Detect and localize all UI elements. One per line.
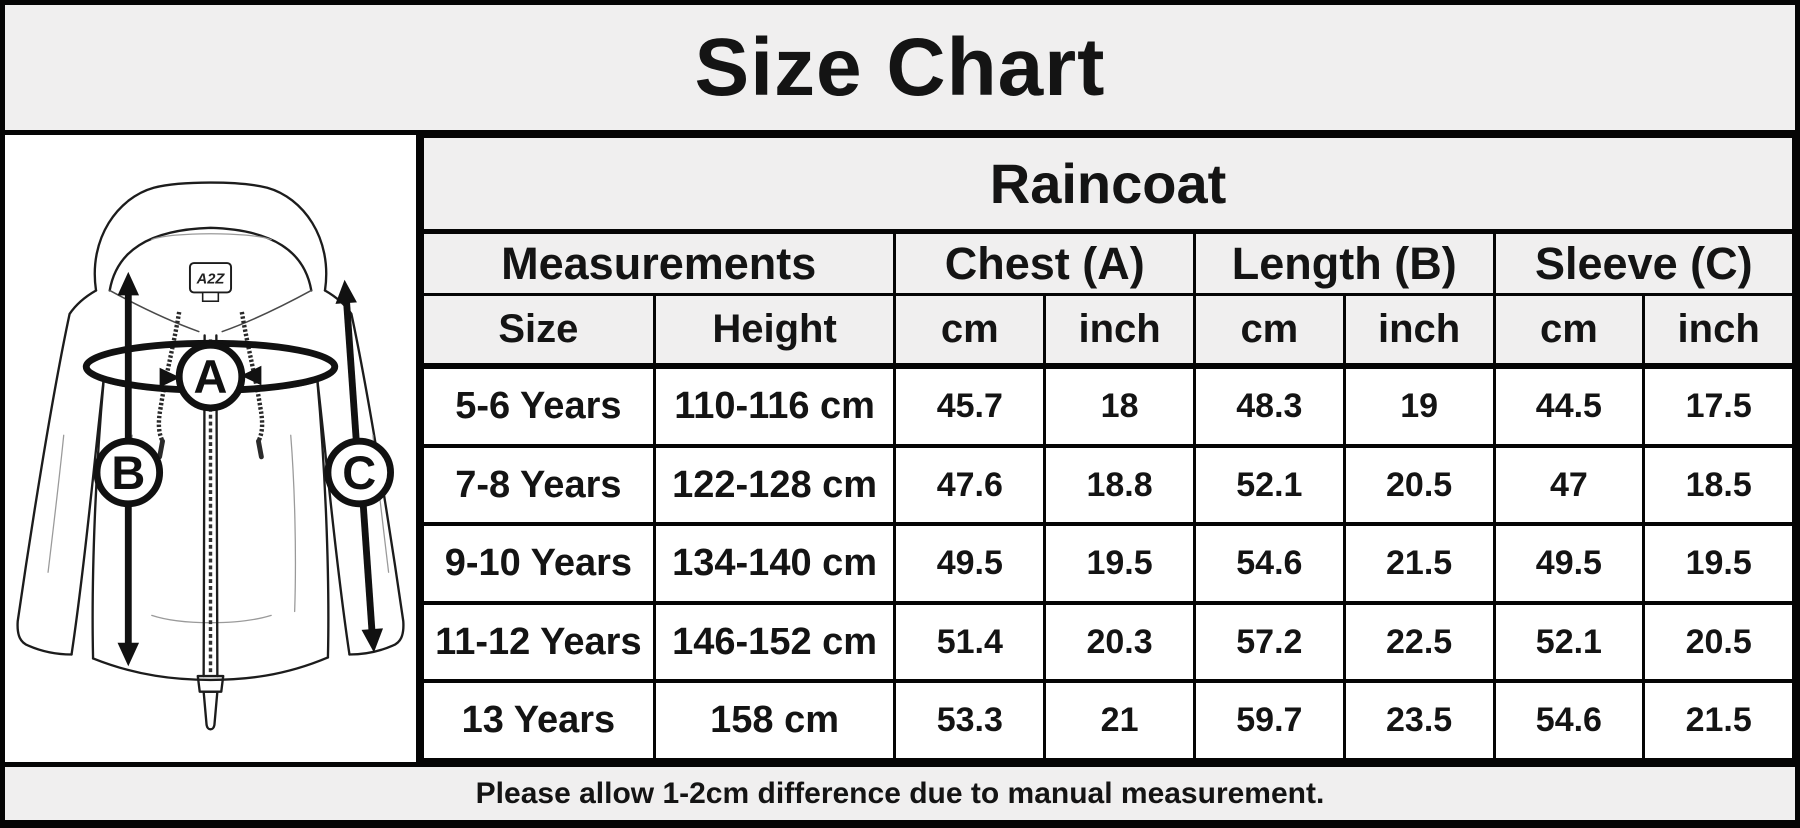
cell-height: 110-116 cm [652, 363, 897, 448]
cell-length-cm: 52.1 [1192, 443, 1346, 527]
cell-length-inch: 23.5 [1342, 679, 1496, 762]
col-header-chest-inch: inch [1043, 293, 1196, 369]
length-label: B [111, 446, 145, 499]
brand-label-text: A2Z [196, 272, 226, 288]
cell-chest-cm: 51.4 [893, 600, 1047, 684]
cell-sleeve-inch: 17.5 [1642, 363, 1795, 448]
product-title: Raincoat [420, 135, 1795, 234]
table-row: 5-6 Years 110-116 cm 45.7 18 48.3 19 44.… [421, 363, 1795, 448]
cell-chest-cm: 47.6 [893, 443, 1047, 527]
length-measure-arrow [117, 271, 140, 667]
cell-length-inch: 22.5 [1342, 600, 1496, 684]
cell-height: 146-152 cm [652, 600, 897, 684]
table-row: 13 Years 158 cm 53.3 21 59.7 23.5 54.6 2… [421, 679, 1795, 762]
cell-sleeve-inch: 19.5 [1642, 522, 1795, 605]
cell-length-cm: 54.6 [1192, 522, 1346, 605]
product-header-row: Raincoat [420, 135, 1795, 234]
col-header-size: Size [421, 293, 656, 369]
cell-length-inch: 19 [1342, 363, 1496, 448]
cell-height: 122-128 cm [652, 443, 897, 527]
sleeve-label: C [342, 446, 376, 499]
cell-sleeve-cm: 47 [1492, 443, 1646, 527]
raincoat-diagram: A2Z A [16, 181, 405, 731]
cell-chest-cm: 53.3 [893, 679, 1047, 762]
cell-length-cm: 57.2 [1192, 600, 1346, 684]
cell-size: 13 Years [421, 679, 656, 762]
cell-size: 7-8 Years [421, 443, 656, 527]
cell-size: 11-12 Years [421, 600, 656, 684]
cell-chest-inch: 19.5 [1043, 522, 1196, 605]
main-area: A2Z A [5, 135, 1795, 762]
brand-label: A2Z [188, 262, 233, 303]
cell-sleeve-inch: 18.5 [1642, 443, 1795, 527]
cell-sleeve-inch: 21.5 [1642, 679, 1795, 762]
sub-header-row: Size Height cm inch cm inch cm inch [421, 293, 1795, 369]
cell-height: 134-140 cm [652, 522, 897, 605]
drawstrings [156, 311, 265, 460]
cell-chest-inch: 21 [1043, 679, 1196, 762]
cell-length-inch: 21.5 [1342, 522, 1496, 605]
length-label-badge: B [93, 437, 164, 508]
col-header-sleeve-inch: inch [1642, 293, 1795, 369]
col-header-chest: Chest (A) [893, 230, 1196, 296]
size-table: Raincoat Measurements Chest (A) Length (… [420, 135, 1795, 762]
cell-chest-inch: 18 [1043, 363, 1196, 448]
col-header-height: Height [652, 293, 897, 369]
sleeve-measure-arrow [335, 279, 384, 653]
title-band: Size Chart [5, 5, 1795, 135]
col-header-chest-cm: cm [893, 293, 1047, 369]
size-table-wrap: Raincoat Measurements Chest (A) Length (… [420, 135, 1795, 762]
col-header-sleeve: Sleeve (C) [1492, 230, 1795, 296]
chest-label-badge: A [175, 341, 246, 412]
cell-size: 5-6 Years [421, 363, 656, 448]
cell-chest-inch: 20.3 [1043, 600, 1196, 684]
cell-height: 158 cm [652, 679, 897, 762]
cell-sleeve-inch: 20.5 [1642, 600, 1795, 684]
cell-chest-cm: 49.5 [893, 522, 1047, 605]
measurement-note-text: Please allow 1-2cm difference due to man… [475, 776, 1325, 810]
measurement-note: Please allow 1-2cm difference due to man… [5, 762, 1795, 820]
cell-length-inch: 20.5 [1342, 443, 1496, 527]
table-row: 9-10 Years 134-140 cm 49.5 19.5 54.6 21.… [421, 522, 1795, 605]
cell-chest-inch: 18.8 [1043, 443, 1196, 527]
sleeve-label-badge: C [324, 437, 394, 508]
col-header-measurements: Measurements [420, 230, 897, 296]
chest-label: A [194, 350, 228, 403]
col-header-length: Length (B) [1192, 230, 1496, 296]
cell-sleeve-cm: 52.1 [1492, 600, 1646, 684]
table-row: 11-12 Years 146-152 cm 51.4 20.3 57.2 22… [421, 600, 1795, 684]
cell-length-cm: 59.7 [1192, 679, 1346, 762]
cell-sleeve-cm: 44.5 [1492, 363, 1646, 448]
cell-chest-cm: 45.7 [893, 363, 1047, 448]
cell-size: 9-10 Years [421, 522, 656, 605]
page-title: Size Chart [694, 21, 1106, 113]
col-header-length-cm: cm [1192, 293, 1346, 369]
cell-length-cm: 48.3 [1192, 363, 1346, 448]
group-header-row: Measurements Chest (A) Length (B) Sleeve… [420, 230, 1795, 296]
raincoat-diagram-panel: A2Z A [5, 135, 421, 762]
col-header-sleeve-cm: cm [1492, 293, 1646, 369]
col-header-length-inch: inch [1342, 293, 1496, 369]
cell-sleeve-cm: 54.6 [1492, 679, 1646, 762]
cell-sleeve-cm: 49.5 [1492, 522, 1646, 605]
table-row: 7-8 Years 122-128 cm 47.6 18.8 52.1 20.5… [421, 443, 1795, 527]
